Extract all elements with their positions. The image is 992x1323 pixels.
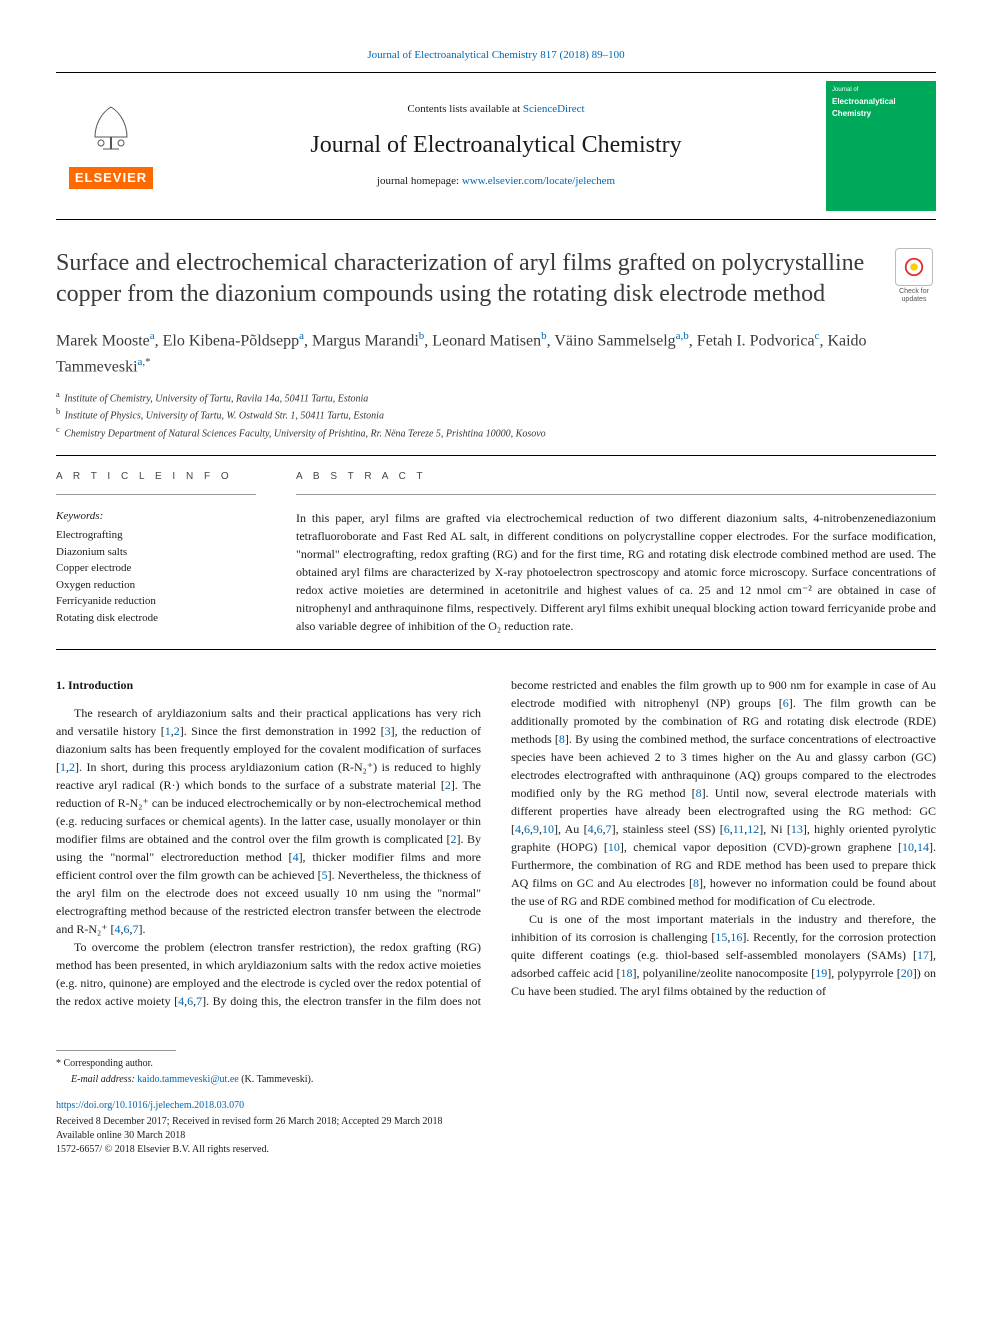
- keyword: Electrografting: [56, 527, 256, 544]
- crossmark-icon: [895, 248, 933, 286]
- keyword: Oxygen reduction: [56, 577, 256, 594]
- citation-link[interactable]: Journal of Electroanalytical Chemistry 8…: [367, 49, 624, 61]
- elsevier-wordmark: ELSEVIER: [69, 167, 153, 190]
- footer: * Corresponding author. E-mail address: …: [56, 1050, 936, 1157]
- author-list: Marek Moostea, Elo Kibena-Põldseppa, Mar…: [56, 328, 936, 379]
- masthead: ELSEVIER Contents lists available at Sci…: [56, 72, 936, 220]
- history-received: Received 8 December 2017; Received in re…: [56, 1115, 936, 1129]
- affiliation-line: c Chemistry Department of Natural Scienc…: [56, 424, 936, 441]
- keyword: Rotating disk electrode: [56, 610, 256, 627]
- email-line: E-mail address: kaido.tammeveski@ut.ee (…: [56, 1073, 936, 1087]
- contents-line: Contents lists available at ScienceDirec…: [166, 102, 826, 118]
- footnote-rule: [56, 1050, 176, 1051]
- rule-below-abstract: [56, 649, 936, 650]
- cover-smalltop: Journal of: [832, 87, 930, 94]
- keywords-list: ElectrograftingDiazonium saltsCopper ele…: [56, 527, 256, 626]
- corresponding-author-note: * Corresponding author.: [56, 1057, 936, 1071]
- homepage-line: journal homepage: www.elsevier.com/locat…: [166, 174, 826, 190]
- rule-under-info-head: [56, 494, 256, 495]
- email-paren: (K. Tammeveski).: [239, 1074, 314, 1085]
- masthead-center: Contents lists available at ScienceDirec…: [166, 102, 826, 191]
- corr-email-link[interactable]: kaido.tammeveski@ut.ee: [137, 1074, 238, 1085]
- affiliation-line: a Institute of Chemistry, University of …: [56, 389, 936, 406]
- copyright-line: 1572-6657/ © 2018 Elsevier B.V. All righ…: [56, 1143, 936, 1157]
- crossmark-badge[interactable]: Check for updates: [892, 248, 936, 303]
- email-label: E-mail address:: [71, 1074, 137, 1085]
- running-head-citation: Journal of Electroanalytical Chemistry 8…: [56, 48, 936, 64]
- keywords-head: Keywords:: [56, 509, 256, 525]
- rule-above-info: [56, 455, 936, 456]
- elsevier-tree-icon: [56, 103, 166, 163]
- section-heading-intro: 1. Introduction: [56, 676, 481, 694]
- publisher-logo: ELSEVIER: [56, 103, 166, 190]
- article-title: Surface and electrochemical characteriza…: [56, 248, 874, 310]
- rule-under-abstract-head: [296, 494, 936, 495]
- doi-link[interactable]: https://doi.org/10.1016/j.jelechem.2018.…: [56, 1100, 244, 1111]
- keyword: Copper electrode: [56, 560, 256, 577]
- cover-title-1: Electroanalytical: [832, 98, 930, 107]
- article-info-column: A R T I C L E I N F O Keywords: Electrog…: [56, 470, 256, 636]
- history-available: Available online 30 March 2018: [56, 1129, 936, 1143]
- sciencedirect-link[interactable]: ScienceDirect: [523, 103, 585, 115]
- article-info-head: A R T I C L E I N F O: [56, 470, 256, 485]
- contents-prefix: Contents lists available at: [407, 103, 522, 115]
- keyword: Diazonium salts: [56, 544, 256, 561]
- homepage-link[interactable]: www.elsevier.com/locate/jelechem: [462, 175, 615, 187]
- affiliation-line: b Institute of Physics, University of Ta…: [56, 406, 936, 423]
- abstract-head: A B S T R A C T: [296, 470, 936, 485]
- abstract-text: In this paper, aryl films are grafted vi…: [296, 509, 936, 635]
- abstract-column: A B S T R A C T In this paper, aryl film…: [296, 470, 936, 636]
- body-text: 1. Introduction The research of aryldiaz…: [56, 676, 936, 1010]
- cover-title-2: Chemistry: [832, 110, 930, 119]
- keyword: Ferricyanide reduction: [56, 593, 256, 610]
- homepage-prefix: journal homepage:: [377, 175, 462, 187]
- body-paragraph: Cu is one of the most important material…: [511, 910, 936, 1000]
- journal-cover-thumbnail: Journal of Electroanalytical Chemistry: [826, 81, 936, 211]
- body-paragraph: The research of aryldiazonium salts and …: [56, 704, 481, 938]
- crossmark-text: Check for updates: [892, 288, 936, 303]
- journal-name: Journal of Electroanalytical Chemistry: [166, 128, 826, 163]
- affiliations: a Institute of Chemistry, University of …: [56, 389, 936, 441]
